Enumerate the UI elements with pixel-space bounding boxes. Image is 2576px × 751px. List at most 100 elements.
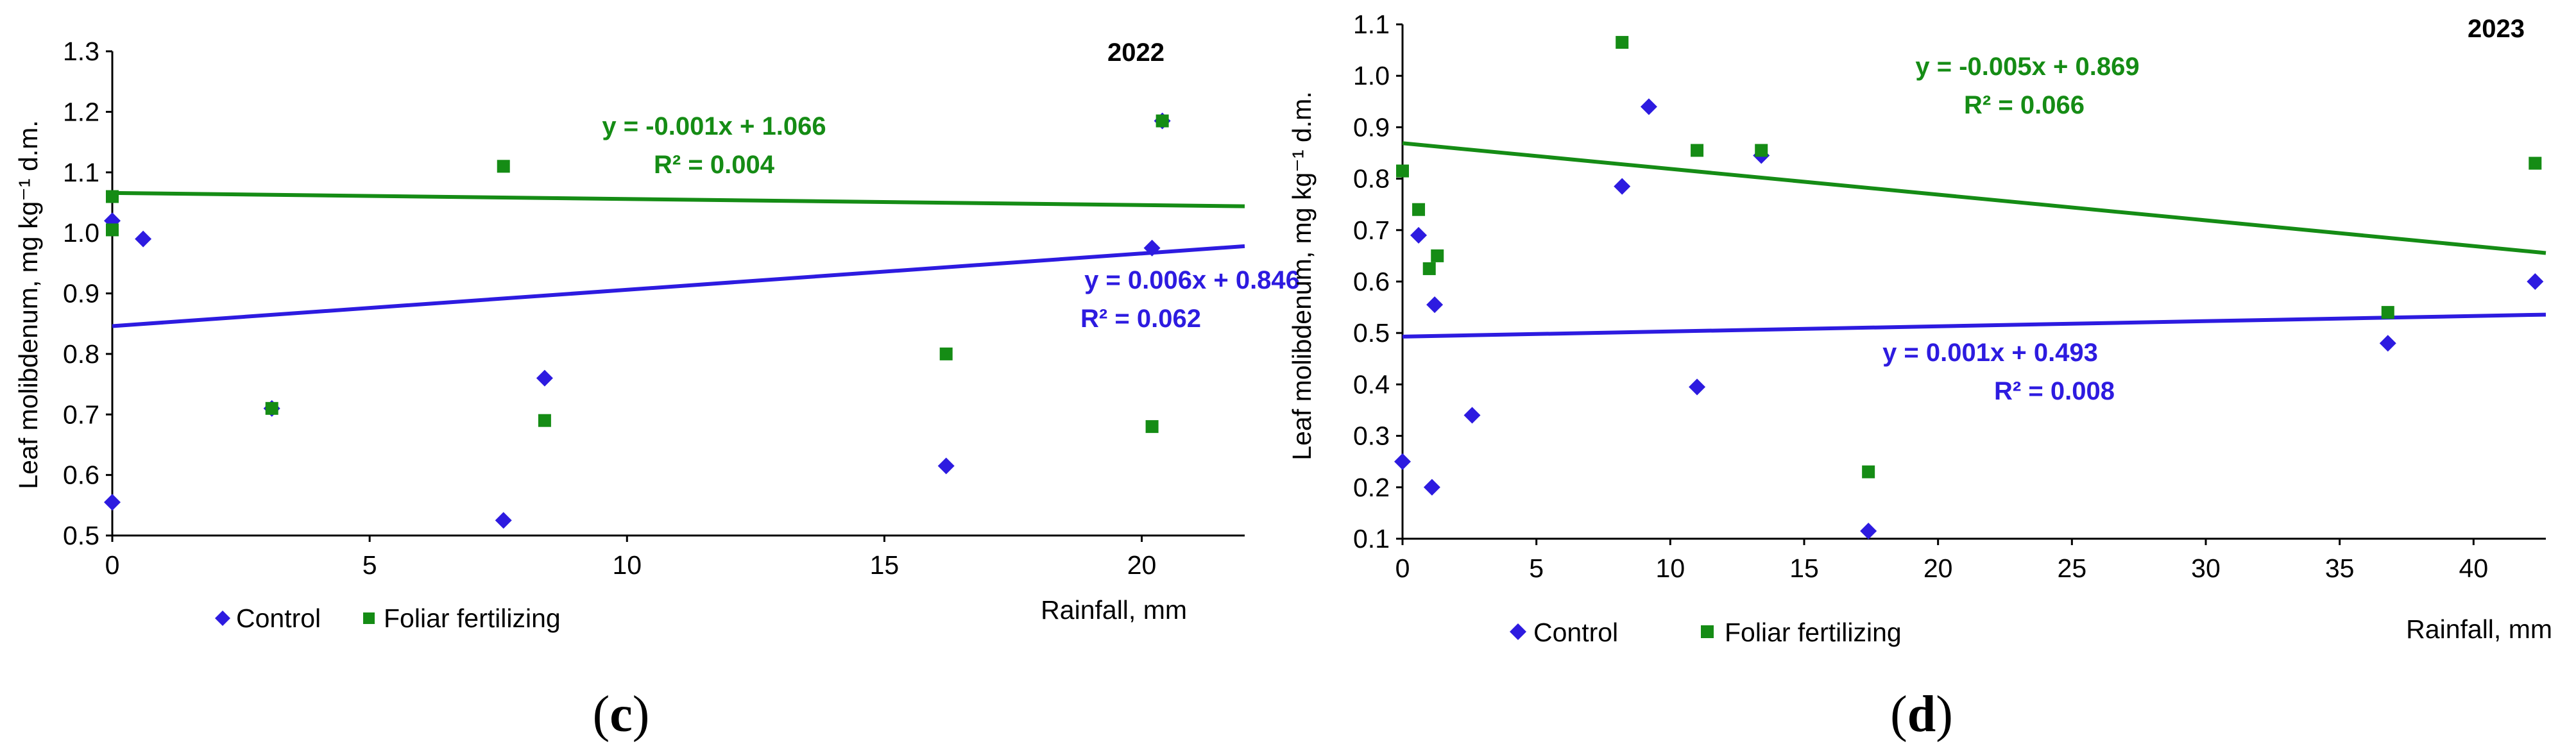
data-point-control <box>1640 98 1657 115</box>
trendline-equation-foliar: y = -0.005x + 0.869 <box>1915 53 2139 81</box>
data-point-control <box>1426 296 1444 314</box>
data-point-control <box>1463 407 1481 424</box>
series-control: y = 0.006x + 0.846 R² = 0.062 <box>104 112 1300 529</box>
data-point-control <box>1860 522 1877 539</box>
axes: 0.5 0.6 0.7 0.8 0.9 1.0 1.1 1.2 1.3 0 5 10 15 20 <box>63 37 1245 580</box>
y-tick-label: 0.3 <box>1353 421 1390 451</box>
y-tick-label: 0.9 <box>1353 112 1390 142</box>
data-point-foliar <box>265 401 278 415</box>
y-tick-label: 0.7 <box>63 400 99 429</box>
panel-label-c: (c) <box>593 686 650 743</box>
y-tick-label: 1.2 <box>63 97 99 126</box>
y-tick-label: 0.6 <box>1353 267 1390 296</box>
data-point-foliar <box>1862 465 1875 478</box>
y-tick-label: 0.9 <box>63 279 99 308</box>
data-point-foliar <box>939 347 953 360</box>
data-point-foliar <box>1396 164 1409 178</box>
y-tick-label: 0.4 <box>1353 369 1390 399</box>
year-label: 2022 <box>1107 38 1164 67</box>
legend-marker-control <box>1510 623 1526 640</box>
x-tick-label: 0 <box>105 550 120 580</box>
x-tick-label: 15 <box>1789 553 1819 583</box>
data-point-foliar <box>1755 144 1768 157</box>
data-point-control <box>536 369 553 387</box>
y-tick-label: 0.6 <box>63 460 99 490</box>
data-point-control <box>1614 178 1631 195</box>
axes: 0.1 0.2 0.3 0.4 0.5 0.6 0.7 0.8 0.9 1.0 1.1 0 5 10 15 2… <box>1353 10 2546 583</box>
y-tick-label: 0.1 <box>1353 524 1390 553</box>
data-point-control <box>135 230 152 248</box>
y-tick-label: 0.2 <box>1353 473 1390 502</box>
data-point-control <box>104 494 121 511</box>
y-tick-label: 0.8 <box>1353 164 1390 194</box>
x-axis-title: Rainfall, mm <box>1041 595 1187 625</box>
data-point-foliar <box>1422 262 1436 275</box>
year-label: 2023 <box>2468 15 2525 43</box>
data-point-control <box>1143 239 1161 257</box>
data-point-foliar <box>2529 156 2542 170</box>
panel-letter-c: c <box>610 686 633 743</box>
x-tick-label: 10 <box>1656 553 1685 583</box>
data-point-control <box>937 457 955 475</box>
y-axis-title: Leaf molibdenum, mg kg⁻¹ d.m. <box>13 120 43 489</box>
legend-marker-foliar <box>363 612 375 624</box>
trendline-control <box>1402 312 2546 339</box>
panel-letter-d: d <box>1907 686 1936 743</box>
data-point-control <box>1689 378 1706 396</box>
data-point-foliar <box>1616 36 1629 49</box>
legend: Control Foliar fertilizing <box>215 603 561 633</box>
x-tick-label: 15 <box>870 550 900 580</box>
series-control: y = 0.001x + 0.493 R² = 0.008 <box>1394 98 2546 539</box>
y-tick-label: 1.0 <box>1353 61 1390 90</box>
trendline-foliar <box>1402 141 2546 255</box>
x-tick-label: 20 <box>1127 550 1157 580</box>
x-tick-label: 35 <box>2325 553 2355 583</box>
y-tick-label: 1.1 <box>63 158 99 187</box>
chart-panel-c: 2022 Leaf molibdenum, mg kg⁻¹ d.m. Rainf… <box>13 37 1300 743</box>
x-tick-label: 5 <box>1529 553 1544 583</box>
y-tick-label: 1.1 <box>1353 10 1390 39</box>
trendline-foliar <box>112 190 1245 208</box>
trendline-r2-control: R² = 0.062 <box>1080 305 1201 333</box>
x-tick-label: 25 <box>2058 553 2087 583</box>
legend-label-control: Control <box>236 603 321 633</box>
data-point-control <box>2527 273 2544 290</box>
data-point-control <box>1394 453 1411 470</box>
trendline-equation-control: y = 0.001x + 0.493 <box>1882 339 2098 367</box>
x-tick-label: 40 <box>2459 553 2489 583</box>
data-point-foliar <box>1691 144 1704 157</box>
series-foliar: y = -0.001x + 1.066 R² = 0.004 <box>106 112 1245 434</box>
legend: Control Foliar fertilizing <box>1510 618 1902 647</box>
x-tick-label: 5 <box>363 550 377 580</box>
trendline-control <box>112 244 1245 328</box>
legend-label-foliar: Foliar fertilizing <box>384 603 561 633</box>
trendline-r2-foliar: R² = 0.066 <box>1964 91 2085 119</box>
panel-label-d: (d) <box>1890 686 1953 743</box>
data-point-control <box>2379 335 2396 352</box>
data-point-foliar <box>1412 203 1426 216</box>
x-tick-label: 0 <box>1395 553 1410 583</box>
y-tick-label: 0.8 <box>63 339 99 369</box>
x-tick-label: 30 <box>2191 553 2221 583</box>
data-point-foliar <box>106 190 119 203</box>
data-point-control <box>1410 226 1428 244</box>
data-point-control <box>1423 478 1440 496</box>
data-point-foliar <box>1156 114 1169 128</box>
y-axis-title: Leaf molibdenum, mg kg⁻¹ d.m. <box>1287 91 1317 460</box>
data-point-foliar <box>106 223 119 237</box>
data-point-foliar <box>497 160 510 173</box>
legend-label-control: Control <box>1533 618 1618 647</box>
legend-label-foliar: Foliar fertilizing <box>1725 618 1902 647</box>
data-point-foliar <box>1145 420 1159 434</box>
trendline-r2-control: R² = 0.008 <box>1994 377 2115 405</box>
legend-marker-control <box>215 611 230 626</box>
series-foliar: y = -0.005x + 0.869 R² = 0.066 <box>1396 36 2546 478</box>
x-axis-title: Rainfall, mm <box>2406 614 2552 644</box>
y-tick-label: 1.0 <box>63 218 99 248</box>
data-point-foliar <box>538 414 551 427</box>
chart-panel-d: 2023 Leaf molibdenum, mg kg⁻¹ d.m. Rainf… <box>1287 10 2552 743</box>
y-tick-label: 0.7 <box>1353 215 1390 245</box>
y-tick-label: 0.5 <box>63 521 99 550</box>
x-tick-label: 20 <box>1923 553 1953 583</box>
